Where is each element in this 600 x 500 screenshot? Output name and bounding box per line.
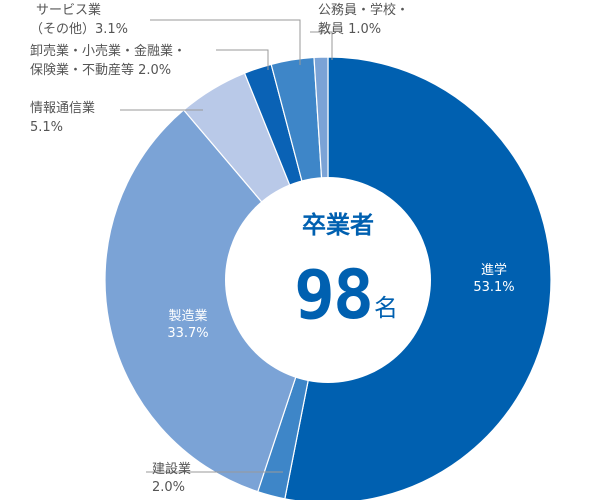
center-title: 卒業者: [302, 211, 374, 239]
leader-service: [150, 19, 301, 65]
label-seizou-value: 33.7%: [167, 326, 208, 341]
label-koumuin-line2: 教員 1.0%: [318, 21, 381, 37]
label-oroshi-line1: 卸売業・小売業・金融業・: [30, 43, 186, 59]
center-unit: 名: [374, 294, 398, 322]
label-shingaku-value: 53.1%: [473, 280, 514, 295]
label-kensetsu-name: 建設業: [152, 461, 191, 477]
label-service-line1: サービス業: [36, 2, 101, 18]
leader-oroshi: [216, 49, 269, 70]
label-seizou-name: 製造業: [168, 308, 207, 324]
label-shingaku-name: 進学: [481, 262, 507, 278]
label-jouhou-value: 5.1%: [30, 120, 63, 135]
label-koumuin-line1: 公務員・学校・: [318, 2, 409, 18]
label-service-line2: （その他）3.1%: [30, 22, 128, 37]
leader-koumuin: [310, 31, 333, 60]
center-hole: [225, 177, 431, 383]
label-oroshi-line2: 保険業・不動産等 2.0%: [30, 62, 171, 78]
slice-seizou: [104, 109, 329, 493]
center-value: 98: [294, 256, 372, 335]
label-jouhou-name: 情報通信業: [30, 100, 95, 116]
label-kensetsu-value: 2.0%: [152, 480, 185, 495]
